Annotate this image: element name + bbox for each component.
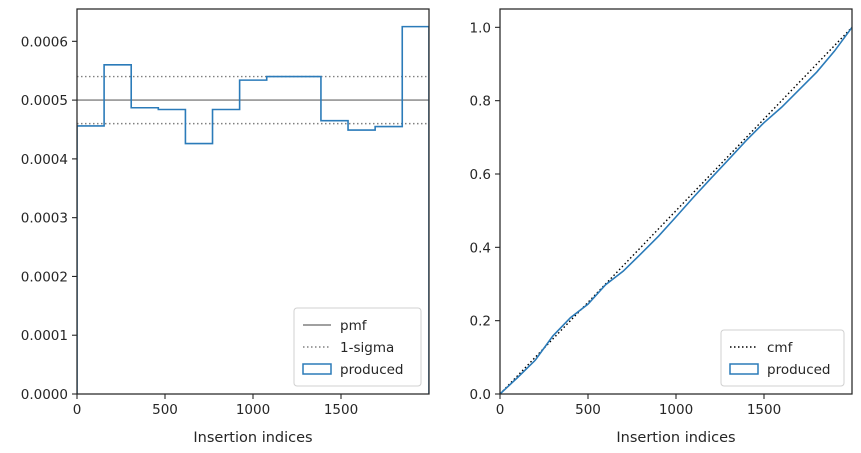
- plot-area: [77, 25, 429, 394]
- x-axis-label: Insertion indices: [616, 430, 735, 446]
- x-tick-label: 1500: [324, 402, 358, 418]
- y-tick-label: 0.0003: [21, 211, 68, 227]
- legend-box: [293, 307, 422, 387]
- y-tick-label: 0.0000: [21, 387, 68, 403]
- y-tick-label: 0.0002: [21, 269, 68, 285]
- y-tick-label: 0.2: [470, 314, 491, 330]
- legend-swatch-produced: [729, 363, 759, 375]
- series-produced: [77, 25, 429, 394]
- x-tick-label: 500: [575, 402, 601, 418]
- y-tick-label: 0.6: [470, 167, 491, 183]
- plot-area: [500, 26, 852, 394]
- x-tick-label: 500: [152, 402, 178, 418]
- x-tick-label: 1500: [747, 402, 781, 418]
- chart-panel-1: 0 500 1000 1500 0.0000 0.0001 0.0002 0.0003 0.00…: [21, 8, 430, 446]
- legend-label-produced: produced: [767, 362, 831, 378]
- y-tick-label: 0.0004: [21, 152, 68, 168]
- y-tick-label: 0.0005: [21, 93, 68, 109]
- x-tick-label: 1000: [236, 402, 270, 418]
- series-produced: [500, 26, 852, 394]
- x-tick-label: 0: [496, 402, 505, 418]
- x-axis-label: Insertion indices: [193, 430, 312, 446]
- chart-panel-2: 0 500 1000 1500 0.0 0.2 0.4 0.6 0.8 1.0 Insertion …: [470, 8, 853, 446]
- series-cmf: [500, 26, 852, 394]
- legend-label-pmf: pmf: [340, 318, 368, 334]
- y-tick-label: 0.8: [470, 94, 491, 110]
- y-tick-label: 1.0: [470, 20, 491, 36]
- y-tick-label: 0.0001: [21, 328, 68, 344]
- legend-swatch-produced: [302, 363, 332, 375]
- legend-label-produced: produced: [340, 362, 404, 378]
- legend-label-1-sigma: 1-sigma: [340, 340, 394, 356]
- x-tick-label: 0: [73, 402, 82, 418]
- legend: cmf produced: [720, 329, 845, 387]
- legend-box: [720, 329, 845, 387]
- y-tick-label: 0.0006: [21, 34, 68, 50]
- legend-label-cmf: cmf: [767, 340, 794, 356]
- legend: pmf 1-sigma produced: [293, 307, 422, 387]
- y-tick-label: 0.0: [470, 387, 491, 403]
- x-tick-label: 1000: [659, 402, 693, 418]
- y-tick-label: 0.4: [470, 240, 491, 256]
